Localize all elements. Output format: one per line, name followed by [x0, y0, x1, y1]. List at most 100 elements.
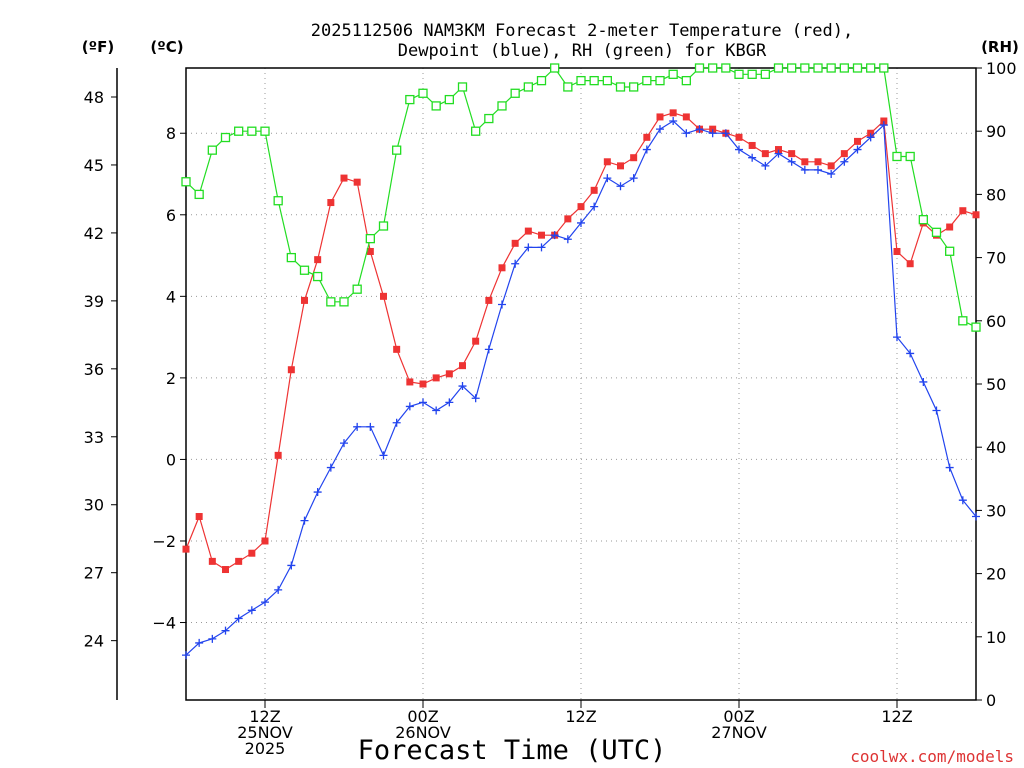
- dewpoint-point: [379, 451, 388, 460]
- rh-point: [418, 88, 428, 98]
- rh-point: [892, 151, 902, 162]
- dewpoint-point: [958, 496, 967, 505]
- dewpoint-point: [748, 153, 757, 162]
- fahrenheit-tick-label: 48: [84, 88, 104, 107]
- dewpoint-point: [669, 117, 678, 126]
- rh-point: [945, 246, 955, 256]
- fahrenheit-tick-label: 45: [84, 156, 104, 175]
- dewpoint-point: [221, 626, 230, 635]
- x-tick-label: 12Z: [881, 707, 912, 726]
- temperature-point: [274, 451, 282, 459]
- rh-point: [681, 75, 691, 86]
- temperature-point: [972, 211, 980, 219]
- dewpoint-point: [195, 638, 204, 647]
- temperature-point: [248, 549, 256, 557]
- temperature-point: [287, 366, 295, 374]
- temperature-line: [185, 112, 977, 571]
- celsius-tick-label: −2: [152, 532, 176, 551]
- rh-point: [299, 265, 310, 275]
- dewpoint-point: [814, 165, 822, 174]
- temperature-point: [814, 158, 822, 166]
- rh-point: [431, 101, 441, 111]
- dewpoint-point: [524, 243, 533, 252]
- celsius-tick-label: 8: [166, 124, 176, 143]
- temperature-point: [603, 158, 611, 166]
- dewpoint-point: [300, 516, 309, 525]
- rh-point: [839, 63, 849, 73]
- rh-point: [444, 94, 454, 105]
- dewpoint-point: [616, 182, 625, 191]
- dewpoint-point: [353, 422, 362, 431]
- dewpoint-point: [247, 606, 256, 615]
- rh-unit-label: (RH): [981, 38, 1019, 56]
- dewpoint-point: [735, 145, 743, 154]
- temperature-point: [459, 362, 466, 370]
- rh-point: [773, 63, 784, 73]
- celsius-tick-label: 6: [166, 206, 176, 225]
- rh-point: [668, 69, 678, 79]
- rh-tick-label: 40: [986, 438, 1006, 457]
- rh-point: [260, 126, 270, 136]
- series-dewpoint: [182, 117, 980, 660]
- temperature-point: [946, 223, 954, 231]
- temperature-point: [235, 557, 243, 565]
- rh-point: [694, 63, 705, 73]
- temperature-point: [340, 174, 348, 182]
- rh-tick-label: 70: [986, 249, 1006, 268]
- dewpoint-point: [550, 231, 559, 240]
- temperature-point: [485, 296, 493, 304]
- temperature-point: [366, 247, 374, 255]
- dewpoint-point: [603, 174, 612, 183]
- dewpoint-point: [537, 243, 546, 252]
- dewpoint-point: [708, 129, 717, 138]
- temperature-point: [314, 256, 322, 264]
- temperature-point: [261, 537, 269, 545]
- rh-point: [826, 63, 836, 73]
- dewpoint-point: [274, 585, 283, 594]
- rh-point: [747, 69, 757, 79]
- dewpoint-point: [932, 406, 941, 415]
- temperature-point: [788, 150, 796, 158]
- rh-point: [405, 94, 415, 105]
- rh-point: [589, 75, 599, 86]
- temperature-point: [880, 117, 888, 125]
- dewpoint-point: [919, 377, 928, 386]
- dewpoint-point: [840, 157, 849, 166]
- rh-point: [484, 113, 494, 124]
- rh-point: [247, 126, 257, 136]
- dewpoint-point: [419, 398, 427, 407]
- dewpoint-point: [458, 382, 467, 391]
- rh-point: [866, 63, 876, 73]
- x-tick-label: 2025: [245, 739, 286, 758]
- x-tick-label: 26NOV: [395, 723, 451, 742]
- dewpoint-point: [866, 133, 875, 142]
- temperature-point: [854, 137, 861, 145]
- dewpoint-point: [471, 394, 480, 403]
- grid-lines: [186, 68, 976, 700]
- fahrenheit-tick-label: 36: [84, 360, 104, 379]
- dewpoint-point: [511, 259, 520, 268]
- credit-text: coolwx.com/models: [850, 747, 1014, 766]
- rh-point: [286, 252, 296, 263]
- rh-point: [971, 322, 981, 332]
- celsius-tick-label: 0: [166, 450, 176, 469]
- fahrenheit-tick-label: 24: [84, 632, 104, 651]
- rh-point: [931, 227, 942, 237]
- rh-tick-label: 30: [986, 501, 1006, 520]
- rh-point: [510, 88, 520, 98]
- rh-tick-label: 100: [986, 59, 1017, 78]
- rh-point: [523, 82, 533, 92]
- dewpoint-point: [827, 170, 836, 179]
- temperature-point: [564, 215, 572, 223]
- dewpoint-point: [484, 345, 493, 354]
- rh-point: [339, 297, 349, 307]
- temperature-point: [775, 146, 782, 154]
- temperature-point: [327, 199, 335, 207]
- rh-tick-label: 0: [986, 691, 996, 710]
- rh-point: [497, 101, 507, 111]
- rh-point: [787, 63, 797, 73]
- dewpoint-point: [313, 488, 322, 497]
- x-tick-label: 12Z: [249, 707, 280, 726]
- temperature-point: [432, 374, 440, 382]
- dewpoint-point: [629, 174, 638, 183]
